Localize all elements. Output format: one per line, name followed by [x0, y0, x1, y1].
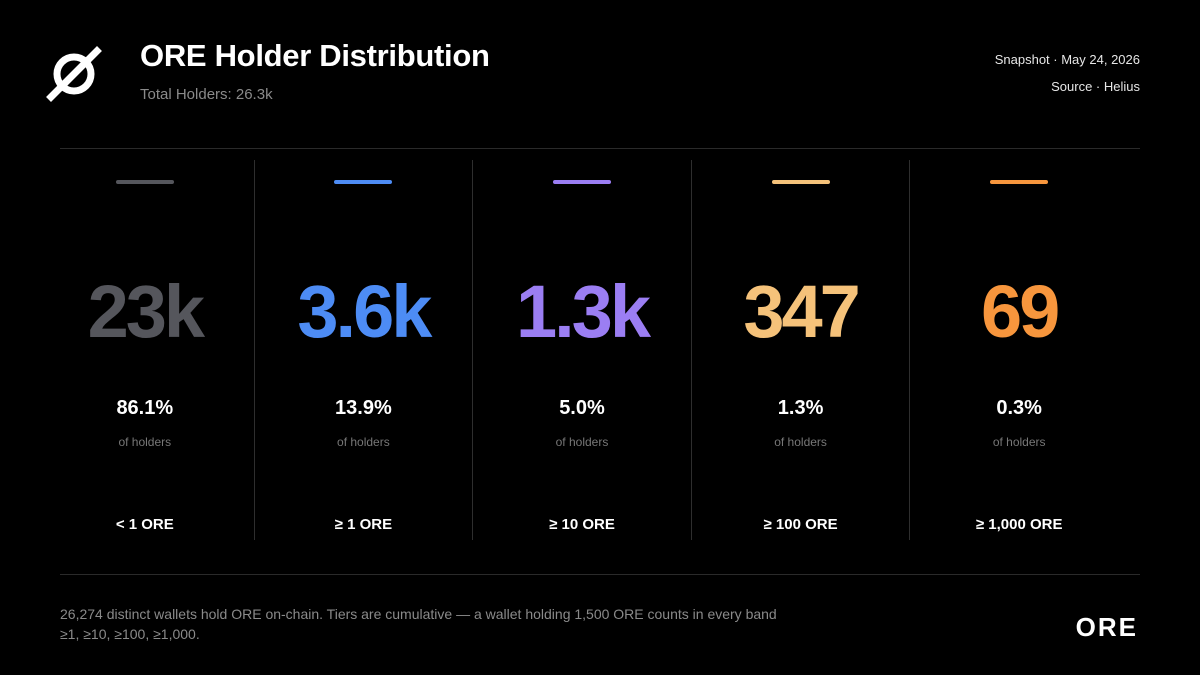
tier-accent-bar: [334, 180, 393, 184]
tier-accent-bar: [115, 180, 174, 184]
tier-accent-bar: [771, 180, 830, 184]
tier-accent-bar: [552, 180, 611, 184]
tier-unit: of holders: [118, 435, 172, 449]
tier-unit: of holders: [774, 435, 827, 449]
tier-unit: of holders: [555, 435, 609, 449]
data-source: Source · Helius: [1051, 79, 1140, 94]
tier-count: 347: [743, 270, 860, 353]
total-holders: Total Holders: 26.3k: [140, 86, 273, 103]
tier-unit: of holders: [992, 435, 1046, 449]
tier-unit: of holders: [337, 435, 390, 449]
tier-column: 69 0.3% of holders ≥ 1,000 ORE: [909, 160, 1128, 540]
tier-column: 347 1.3% of holders ≥ 100 ORE: [690, 160, 910, 540]
ore-wordmark: ORE: [1075, 612, 1138, 642]
tier-band-label: ≥ 1 ORE: [334, 516, 393, 533]
bottom-divider: [60, 574, 1140, 575]
tier-percent: 86.1%: [116, 397, 174, 419]
tier-accent-bar: [990, 180, 1049, 184]
page-title: ORE Holder Distribution: [140, 38, 490, 73]
tier-band-label: < 1 ORE: [115, 516, 174, 533]
tier-count: 3.6k: [297, 270, 432, 353]
tier-percent: 13.9%: [335, 397, 392, 419]
snapshot-date: Snapshot · May 24, 2026: [994, 52, 1140, 67]
tier-percent: 5.0%: [559, 397, 605, 419]
tier-percent: 0.3%: [996, 397, 1042, 419]
top-divider: [60, 148, 1140, 149]
tier-column: 23k 86.1% of holders < 1 ORE: [36, 160, 254, 540]
tier-band-label: ≥ 10 ORE: [549, 516, 615, 533]
footnote: 26,274 distinct wallets hold ORE on-chai…: [60, 606, 777, 642]
tier-percent: 1.3%: [777, 397, 824, 419]
ore-logo-icon: [46, 46, 102, 102]
tier-column: 1.3k 5.0% of holders ≥ 10 ORE: [472, 160, 691, 540]
tier-count: 23k: [87, 270, 205, 353]
tier-band-label: ≥ 100 ORE: [763, 516, 838, 533]
tier-band-label: ≥ 1,000 ORE: [975, 516, 1063, 533]
tier-columns: 23k 86.1% of holders < 1 ORE 3.6k 13.9% …: [36, 160, 1128, 540]
tier-column: 3.6k 13.9% of holders ≥ 1 ORE: [253, 160, 473, 540]
tier-count: 69: [981, 270, 1060, 353]
tier-count: 1.3k: [515, 270, 651, 353]
